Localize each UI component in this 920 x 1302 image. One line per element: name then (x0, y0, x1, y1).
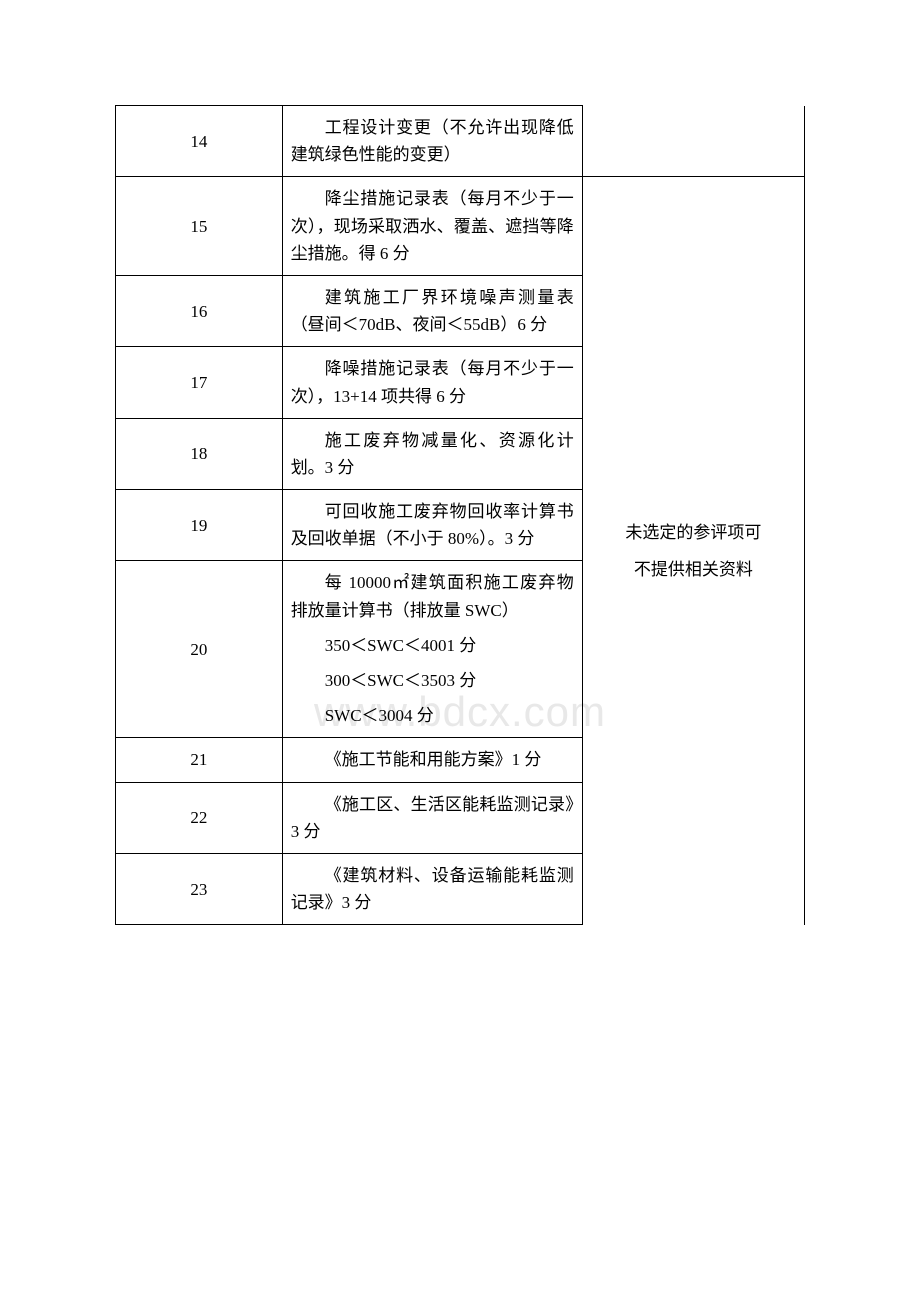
row-number-cell: 18 (116, 418, 283, 489)
row-number-cell: 16 (116, 275, 283, 346)
note-cell-continuation (582, 106, 804, 177)
table-row: 14工程设计变更（不允许出现降低建筑绿色性能的变更） (116, 106, 805, 177)
document-table: 14工程设计变更（不允许出现降低建筑绿色性能的变更）15降尘措施记录表（每月不少… (115, 105, 805, 925)
note-cell: 未选定的参评项可不提供相关资料 (582, 177, 804, 925)
row-number-cell: 21 (116, 738, 283, 782)
row-description-cell: 《建筑材料、设备运输能耗监测记录》3 分 (282, 853, 582, 924)
row-number-cell: 22 (116, 782, 283, 853)
row-description-cell: 施工废弃物减量化、资源化计划。3 分 (282, 418, 582, 489)
row-description-cell: 降尘措施记录表（每月不少于一次），现场采取洒水、覆盖、遮挡等降尘措施。得 6 分 (282, 177, 582, 276)
row-description-cell: 降噪措施记录表（每月不少于一次），13+14 项共得 6 分 (282, 347, 582, 418)
row-description-cell: 《施工节能和用能方案》1 分 (282, 738, 582, 782)
row-number-cell: 17 (116, 347, 283, 418)
row-description-cell: 建筑施工厂界环境噪声测量表（昼间＜70dB、夜间＜55dB）6 分 (282, 275, 582, 346)
row-description-cell: 《施工区、生活区能耗监测记录》3 分 (282, 782, 582, 853)
row-number-cell: 19 (116, 490, 283, 561)
row-number-cell: 14 (116, 106, 283, 177)
row-number-cell: 15 (116, 177, 283, 276)
row-number-cell: 20 (116, 561, 283, 738)
table-row: 15降尘措施记录表（每月不少于一次），现场采取洒水、覆盖、遮挡等降尘措施。得 6… (116, 177, 805, 276)
row-number-cell: 23 (116, 853, 283, 924)
row-description-cell: 工程设计变更（不允许出现降低建筑绿色性能的变更） (282, 106, 582, 177)
row-description-cell: 可回收施工废弃物回收率计算书及回收单据（不小于 80%）。3 分 (282, 490, 582, 561)
row-description-cell: 每 10000㎡建筑面积施工废弃物排放量计算书（排放量 SWC）350＜SWC＜… (282, 561, 582, 738)
